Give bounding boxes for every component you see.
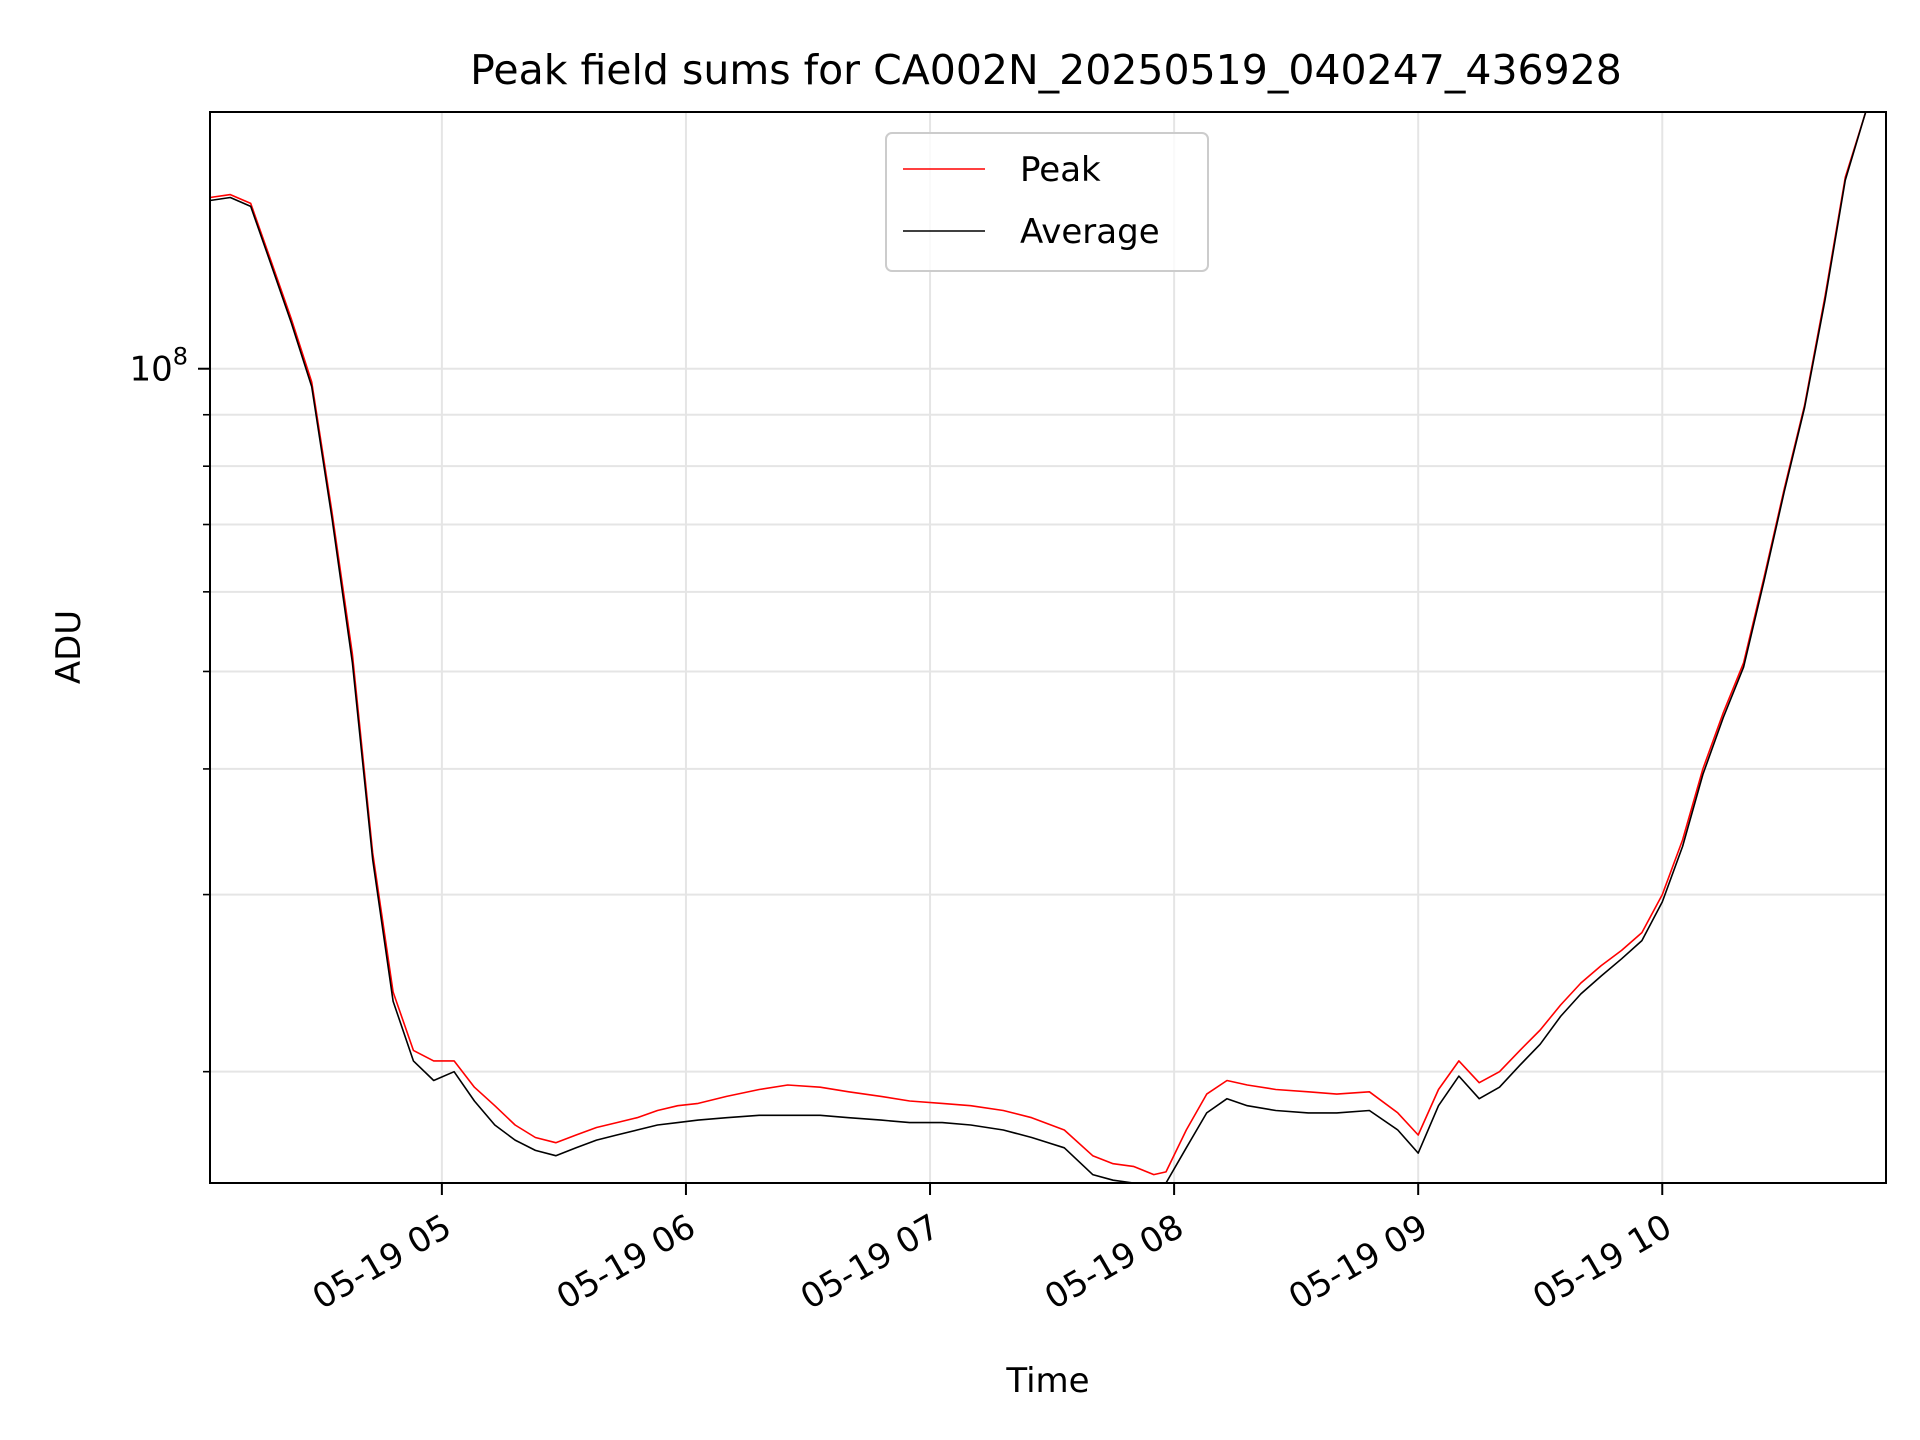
chart-title: Peak field sums for CA002N_20250519_0402…: [470, 46, 1622, 94]
y-tick-label: 108: [129, 343, 188, 390]
grid-lines: [210, 112, 1886, 1183]
plot-frame: [209, 111, 1887, 1184]
y-tick-label-exponent: 8: [173, 343, 188, 371]
legend-box: [885, 132, 1209, 272]
series-lines: [209, 111, 1867, 1184]
y-axis-label: ADU: [49, 610, 89, 684]
legend-peak-label: Peak: [1020, 150, 1101, 190]
y-tick-label-base: 10: [129, 350, 172, 390]
series-line-average: [209, 111, 1867, 1184]
legend: Peak Average: [885, 132, 1209, 272]
x-axis-label: Time: [1005, 1361, 1089, 1401]
series-line-peak: [209, 111, 1867, 1176]
legend-average-label: Average: [1020, 212, 1160, 252]
